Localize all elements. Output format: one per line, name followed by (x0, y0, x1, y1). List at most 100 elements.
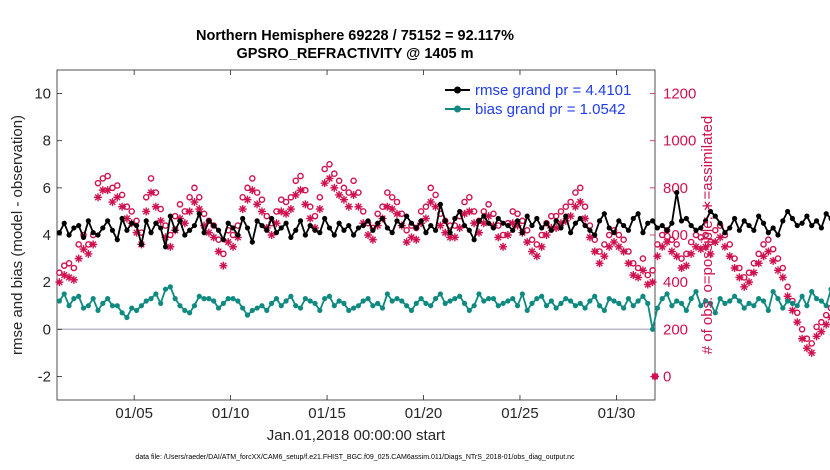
assimilated-obs-marker (190, 198, 199, 206)
bias-point (331, 303, 337, 309)
assimilated-obs-marker (84, 249, 93, 258)
assimilated-obs-marker-stroke (297, 186, 304, 194)
possible-obs-marker (644, 271, 652, 279)
assimilated-obs-marker (147, 188, 156, 197)
assimilated-obs-marker-stroke (596, 259, 603, 267)
bias-point (283, 298, 289, 304)
assimilated-obs-marker (778, 273, 787, 282)
assimilated-obs-marker (701, 242, 710, 251)
assimilated-obs-marker-stroke (822, 321, 830, 328)
assimilated-obs-marker-stroke (437, 222, 444, 229)
assimilated-obs-marker (151, 202, 160, 211)
bias-point (432, 296, 439, 302)
rmse-point (770, 225, 776, 231)
bias-point (553, 305, 559, 311)
bias-point (158, 300, 164, 306)
rmse-point (548, 227, 554, 233)
possible-obs-marker (461, 198, 468, 206)
assimilated-obs-marker-stroke (586, 234, 594, 241)
rmse-point (712, 213, 718, 219)
bias-point (630, 303, 636, 309)
bias-point (486, 296, 492, 302)
assimilated-obs-marker (325, 174, 334, 183)
assimilated-obs-marker-stroke (692, 243, 700, 251)
rmse-point (471, 237, 477, 243)
rmse-point (124, 227, 130, 233)
bias-point (500, 300, 506, 306)
x-axis-label: Jan.01,2018 00:00:00 start (267, 427, 446, 444)
rmse-point (780, 218, 786, 224)
rmse-point (572, 220, 579, 226)
bias-point (616, 300, 622, 306)
bias-point (317, 307, 323, 314)
assimilated-obs-marker (470, 219, 479, 228)
assimilated-obs-marker (113, 193, 122, 202)
bias-point (138, 303, 144, 309)
bias-point (452, 296, 458, 302)
bias-point (336, 298, 342, 304)
rmse-point (71, 225, 77, 231)
rmse-point (601, 211, 607, 217)
assimilated-obs-marker (528, 247, 537, 256)
possible-obs-marker (581, 203, 589, 211)
rmse-point (558, 225, 564, 231)
assimilated-obs-marker (638, 266, 647, 275)
bias-point (408, 307, 415, 314)
assimilated-obs-marker (634, 273, 643, 282)
bias-point (447, 298, 453, 304)
bias-point (177, 303, 183, 309)
rmse-point (505, 222, 511, 229)
rmse-point (481, 213, 487, 219)
assimilated-obs-marker-stroke (85, 250, 92, 258)
bias-point (611, 298, 617, 304)
bias-point (302, 296, 308, 302)
possible-obs-marker (620, 236, 627, 244)
assimilated-obs-marker-stroke (625, 259, 632, 267)
rmse-point (76, 222, 82, 229)
assimilated-obs-marker (166, 242, 175, 251)
rmse-point (259, 222, 265, 229)
assimilated-obs-marker (272, 219, 281, 228)
assimilated-obs-marker-stroke (716, 234, 724, 241)
rmse-point (785, 208, 791, 215)
bias-point (693, 288, 699, 295)
rmse-point (375, 220, 381, 226)
possible-obs-marker (326, 160, 333, 168)
assimilated-obs-marker-stroke (186, 208, 193, 215)
assimilated-obs-marker-stroke (663, 238, 671, 246)
possible-obs-marker (827, 304, 830, 312)
assimilated-obs-marker-stroke (253, 201, 261, 208)
possible-obs-marker (658, 231, 666, 239)
bias-point (230, 296, 236, 302)
possible-obs-marker (403, 226, 410, 234)
assimilated-obs-marker (595, 259, 604, 268)
assimilated-obs-marker-stroke (707, 250, 714, 258)
bias-point (71, 296, 77, 302)
rmse-point (269, 215, 275, 222)
rmse-point (539, 225, 545, 231)
assimilated-obs-marker-stroke (499, 243, 507, 251)
assimilated-obs-marker-stroke (441, 229, 449, 236)
bias-point (731, 293, 738, 299)
rmse-point (447, 230, 453, 236)
possible-obs-marker (316, 193, 324, 201)
rmse-point (775, 232, 781, 238)
rmse-point (404, 213, 410, 219)
rmse-point (191, 222, 198, 229)
possible-obs-marker (75, 241, 83, 248)
y-tick-label-left: 0 (43, 321, 51, 338)
assimilated-obs-marker-stroke (60, 271, 68, 279)
assimilated-obs-marker-stroke (75, 255, 83, 262)
rmse-point (809, 222, 815, 229)
bias-point (191, 303, 198, 309)
assimilated-obs-marker (788, 306, 797, 315)
assimilated-obs-marker (706, 249, 715, 258)
bias-point (225, 296, 231, 302)
rmse-point (568, 230, 574, 236)
y-tick-label-right: 1000 (663, 133, 696, 150)
bias-point (350, 305, 357, 311)
rmse-point (162, 244, 169, 250)
possible-obs-marker (186, 193, 193, 201)
assimilated-obs-marker (523, 238, 532, 247)
assimilated-obs-marker-stroke (639, 267, 647, 274)
